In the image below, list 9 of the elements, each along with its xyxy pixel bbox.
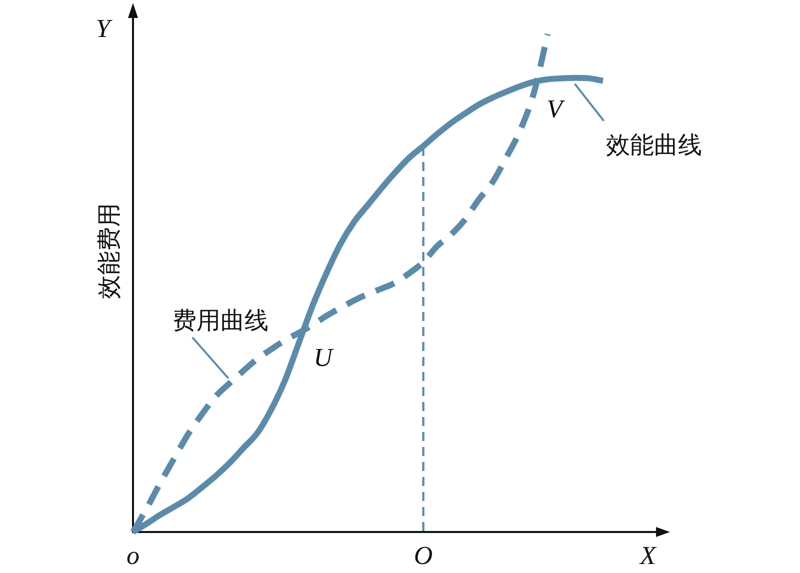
annotation: V: [546, 94, 562, 124]
annotation: U: [314, 343, 332, 372]
x-tick-label: O: [414, 541, 433, 570]
x-tick-label: o: [126, 541, 140, 570]
series-label: 效能曲线: [606, 132, 702, 159]
y-axis-title: 效能费用: [97, 203, 123, 299]
annotation: Y: [96, 14, 110, 43]
series-label: 费用曲线: [172, 308, 268, 334]
x-axis-title: X: [640, 541, 656, 570]
